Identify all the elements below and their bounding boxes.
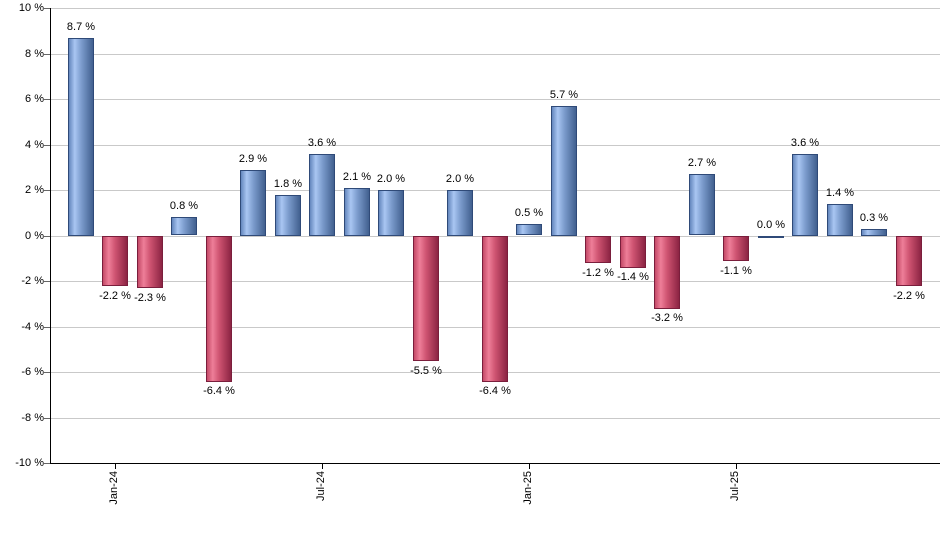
y-axis-tick xyxy=(44,190,50,191)
bar-positive xyxy=(447,190,473,236)
bar-value-label: 2.7 % xyxy=(687,157,717,169)
bar-value-label: -2.3 % xyxy=(134,292,166,304)
bar-value-label: 2.0 % xyxy=(445,173,475,185)
bar-value-label: -2.2 % xyxy=(99,290,131,302)
bar-positive xyxy=(240,170,266,236)
gridline xyxy=(50,54,940,55)
bar-value-label: 1.8 % xyxy=(273,178,303,190)
bar-positive xyxy=(827,204,853,236)
bar-value-label: 5.7 % xyxy=(549,89,579,101)
gridline xyxy=(50,99,940,100)
bar-positive xyxy=(792,154,818,236)
bar-value-label: -6.4 % xyxy=(203,385,235,397)
bar-negative xyxy=(654,236,680,309)
y-tick-label: 8 % xyxy=(25,48,44,60)
y-tick-label: 2 % xyxy=(25,184,44,196)
y-tick-label: -10 % xyxy=(15,457,44,469)
bar-negative xyxy=(102,236,128,286)
y-tick-label: -6 % xyxy=(21,366,44,378)
bar-value-label: 3.6 % xyxy=(790,137,820,149)
y-axis-tick xyxy=(44,372,50,373)
x-axis-tick xyxy=(322,463,323,469)
y-tick-label: -4 % xyxy=(21,321,44,333)
bar-value-label: 0.5 % xyxy=(514,207,544,219)
bar-negative xyxy=(585,236,611,263)
bar-negative xyxy=(896,236,922,286)
bar-negative xyxy=(482,236,508,382)
bar-positive xyxy=(861,229,887,236)
bar-positive xyxy=(171,217,197,235)
y-tick-label: 6 % xyxy=(25,93,44,105)
bar-value-label: -3.2 % xyxy=(651,312,683,324)
bar-value-label: -5.5 % xyxy=(410,365,442,377)
gridline xyxy=(50,8,940,9)
bar-negative xyxy=(723,236,749,261)
bar-value-label: 8.7 % xyxy=(66,21,96,33)
y-axis-tick xyxy=(44,145,50,146)
gridline xyxy=(50,190,940,191)
bar-positive xyxy=(551,106,577,236)
bar-value-label: 2.1 % xyxy=(342,171,372,183)
bar-positive xyxy=(516,224,542,235)
x-axis-tick xyxy=(529,463,530,469)
bar-positive xyxy=(689,174,715,235)
bar-value-label: 3.6 % xyxy=(307,137,337,149)
bar-positive xyxy=(344,188,370,236)
y-tick-label: 0 % xyxy=(25,230,44,242)
bar-value-label: -6.4 % xyxy=(479,385,511,397)
gridline xyxy=(50,145,940,146)
x-tick-label: Jul-25 xyxy=(729,471,741,501)
y-axis-tick xyxy=(44,54,50,55)
x-tick-label: Jan-25 xyxy=(522,471,534,505)
bar-negative xyxy=(620,236,646,268)
gridline xyxy=(50,418,940,419)
x-tick-label: Jul-24 xyxy=(315,471,327,501)
y-tick-label: 10 % xyxy=(18,2,44,14)
bar-positive xyxy=(309,154,335,236)
bar-positive xyxy=(275,195,301,236)
x-axis-tick xyxy=(115,463,116,469)
y-axis-tick xyxy=(44,327,50,328)
y-axis-line xyxy=(50,8,51,463)
bar-value-label: 0.0 % xyxy=(756,219,786,231)
y-axis-tick xyxy=(44,8,50,9)
y-tick-label: -8 % xyxy=(21,412,44,424)
bar-positive xyxy=(378,190,404,236)
bar-negative xyxy=(206,236,232,382)
y-tick-label: -2 % xyxy=(21,275,44,287)
x-axis-tick xyxy=(736,463,737,469)
bar-value-label: 2.9 % xyxy=(238,153,268,165)
y-axis-tick xyxy=(44,418,50,419)
bar-value-label: -2.2 % xyxy=(893,290,925,302)
bar-negative xyxy=(137,236,163,288)
bar-value-label: 2.0 % xyxy=(376,173,406,185)
y-axis-tick xyxy=(44,281,50,282)
bar-value-label: -1.1 % xyxy=(720,265,752,277)
x-tick-label: Jan-24 xyxy=(108,471,120,505)
bar-value-label: 1.4 % xyxy=(825,187,855,199)
bar-value-label: -1.4 % xyxy=(617,271,649,283)
y-axis-tick xyxy=(44,463,50,464)
bar-positive xyxy=(68,38,94,236)
y-tick-label: 4 % xyxy=(25,139,44,151)
y-axis-tick xyxy=(44,99,50,100)
bar-value-label: 0.3 % xyxy=(859,212,889,224)
bar-value-label: 0.8 % xyxy=(169,200,199,212)
bar-value-label: -1.2 % xyxy=(582,267,614,279)
y-axis-tick xyxy=(44,236,50,237)
bar-negative xyxy=(413,236,439,361)
bar-positive xyxy=(758,236,784,238)
x-axis-line xyxy=(50,463,940,464)
